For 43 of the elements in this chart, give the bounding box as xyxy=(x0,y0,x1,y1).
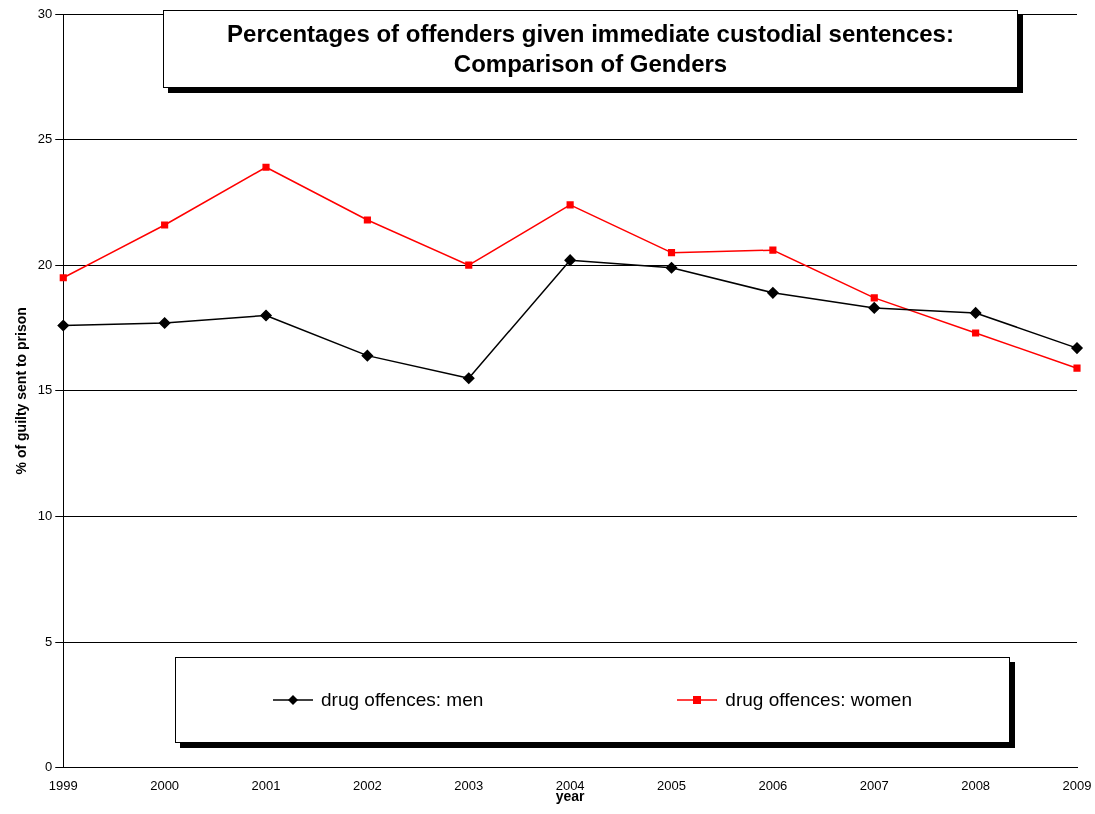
point xyxy=(1071,342,1083,354)
point xyxy=(969,307,982,319)
point xyxy=(260,309,272,322)
point xyxy=(363,216,371,224)
x-tick-label: 2000 xyxy=(150,777,180,793)
x-tick-label: 2009 xyxy=(1062,777,1092,793)
point xyxy=(161,221,169,229)
y-axis-title: % of guilty sent to prison xyxy=(13,307,30,475)
y-tick-label: 30 xyxy=(37,5,53,21)
legend-label: drug offences: women xyxy=(725,689,912,711)
point xyxy=(361,349,374,362)
x-tick-label: 2002 xyxy=(352,777,382,793)
point xyxy=(262,163,270,171)
y-tick-label: 20 xyxy=(37,256,53,272)
x-tick-label: 1999 xyxy=(48,777,78,793)
point xyxy=(665,261,678,274)
point xyxy=(564,254,576,266)
point xyxy=(767,287,779,299)
point xyxy=(667,249,676,257)
x-tick-label: 2004 xyxy=(555,777,585,793)
point xyxy=(158,317,171,329)
point xyxy=(769,246,777,254)
y-tick-label: 0 xyxy=(45,759,53,775)
x-tick-label: 2006 xyxy=(758,777,788,793)
x-tick-label: 2008 xyxy=(961,777,991,793)
point xyxy=(972,329,980,337)
x-tick-label: 2001 xyxy=(251,777,281,793)
point xyxy=(465,261,473,269)
y-tick-label: 25 xyxy=(37,131,53,147)
y-tick-label: 15 xyxy=(37,382,53,398)
point xyxy=(1073,364,1081,372)
point xyxy=(870,294,878,302)
x-tick-label: 2007 xyxy=(859,777,889,793)
y-tick-label: 10 xyxy=(37,507,53,523)
legend-label: drug offences: men xyxy=(321,689,484,711)
point xyxy=(868,302,880,314)
point xyxy=(59,274,67,282)
y-tick-label: 5 xyxy=(45,633,53,649)
point xyxy=(57,319,70,332)
x-tick-label: 2003 xyxy=(454,777,484,793)
point xyxy=(463,372,475,384)
point xyxy=(566,201,574,209)
x-tick-label: 2005 xyxy=(657,777,686,793)
